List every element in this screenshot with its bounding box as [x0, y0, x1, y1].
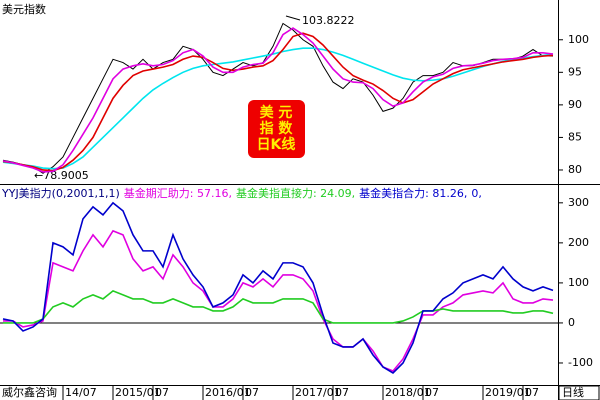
leader-line [285, 15, 301, 21]
y-tick-label: 100 [568, 276, 589, 289]
x-tick-label: 2017/01 [295, 386, 341, 399]
source-label: 威尔鑫咨询 [2, 385, 57, 399]
legend-item: 基金期汇助力: 57.16, [124, 186, 232, 200]
series-line [2, 32, 554, 172]
y-tick-label: 100 [568, 33, 589, 46]
legend-item: 基金美指直接力: 24.09, [236, 186, 355, 200]
x-tick-label: 07 [525, 386, 539, 399]
series-line [3, 289, 554, 324]
y-tick-label: 95 [568, 65, 582, 78]
x-tick-label: 07 [425, 386, 439, 399]
series-line [2, 47, 554, 170]
badge-text: 美 元 [260, 104, 293, 121]
series-line [2, 201, 554, 374]
y-tick-label: -100 [568, 356, 593, 369]
y-tick-label: 200 [568, 236, 589, 249]
badge-text: 日K线 [257, 136, 296, 153]
x-tick-label: 07 [335, 386, 349, 399]
series-line [2, 27, 554, 173]
x-tick-label: 07 [155, 386, 169, 399]
x-tick-label: 2016/01 [205, 386, 251, 399]
y-tick-label: 90 [568, 98, 582, 111]
period-label: 日线 [562, 385, 584, 399]
x-tick-label: 07 [245, 386, 259, 399]
x-tick-label: 2019/01 [485, 386, 531, 399]
annotation: 103.8222 [302, 14, 355, 27]
badge [248, 100, 305, 158]
y-tick-label: 80 [568, 163, 582, 176]
chart-title: 美元指数 [2, 2, 46, 16]
y-tick-label: 0 [568, 316, 575, 329]
legend-item: 基金美指合力: 81.26, [359, 186, 467, 200]
x-tick-label: 2018/01 [385, 386, 431, 399]
y-tick-label: 85 [568, 130, 582, 143]
x-tick-label: 14/07 [65, 386, 97, 399]
indicator-title: YYJ美指力(0,2001,1,1) [1, 186, 120, 200]
header-suffix: 0, [471, 187, 482, 200]
y-tick-label: 300 [568, 196, 589, 209]
series-line [2, 22, 553, 174]
period-box [558, 385, 600, 400]
indicator-header: YYJ美指力(0,2001,1,1) 基金期汇助力: 57.16, 基金美指直接力:… [1, 186, 482, 200]
badge-text: 指 数 [260, 120, 294, 137]
x-tick-label: 2015/01 [115, 386, 161, 399]
series-line [3, 229, 554, 372]
